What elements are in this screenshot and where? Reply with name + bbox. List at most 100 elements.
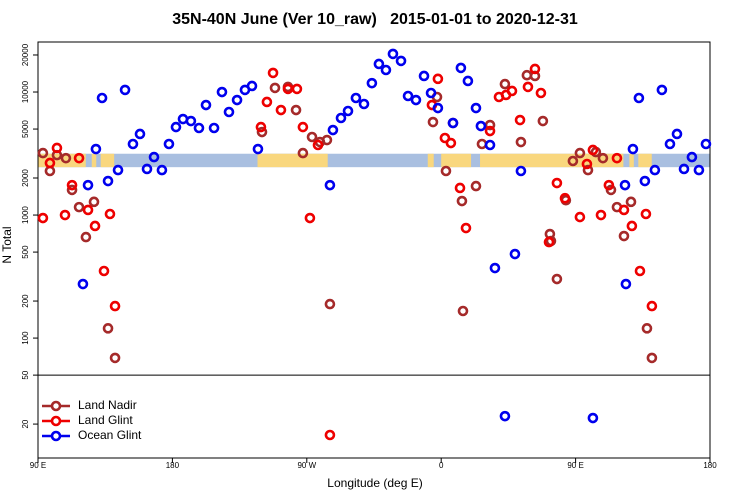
point — [455, 62, 467, 74]
point — [119, 84, 131, 96]
point — [387, 48, 399, 60]
point — [597, 152, 609, 164]
point — [559, 192, 571, 204]
point — [641, 323, 653, 334]
point — [73, 201, 85, 213]
point — [252, 143, 264, 155]
point — [261, 96, 273, 108]
point — [90, 143, 102, 155]
point — [551, 177, 563, 189]
y-tick-label: 50 — [21, 370, 30, 379]
y-tick-label: 100 — [21, 331, 30, 345]
plot-frame — [37, 41, 711, 459]
point — [656, 84, 668, 96]
point — [535, 87, 547, 99]
point — [358, 98, 370, 110]
point — [574, 211, 586, 223]
point — [291, 83, 303, 95]
point — [44, 157, 56, 169]
point — [60, 152, 72, 164]
point — [514, 114, 526, 126]
point — [290, 104, 302, 116]
point — [256, 126, 268, 138]
point — [275, 104, 287, 116]
point — [321, 134, 333, 146]
point — [89, 220, 101, 232]
point — [185, 115, 197, 127]
point — [678, 163, 690, 175]
point — [267, 67, 279, 79]
point — [700, 138, 712, 150]
point — [627, 143, 639, 155]
point — [537, 115, 549, 127]
point — [551, 273, 563, 285]
legend-swatch-point — [50, 430, 62, 442]
point — [216, 86, 228, 98]
point — [109, 300, 121, 312]
point — [470, 180, 482, 192]
land-band — [480, 153, 624, 168]
point — [297, 147, 309, 159]
point — [104, 208, 116, 220]
point — [73, 152, 85, 164]
point — [297, 121, 309, 133]
point — [475, 120, 487, 132]
point — [529, 63, 541, 75]
point — [432, 73, 444, 85]
x-tick-label: 180 — [703, 461, 717, 470]
x-tick-label: 180 — [166, 461, 180, 470]
legend-label: Land Nadir — [78, 398, 137, 412]
point — [515, 165, 527, 177]
point — [200, 99, 212, 111]
point — [342, 105, 354, 117]
point — [148, 151, 160, 163]
point — [380, 64, 392, 76]
point — [163, 138, 175, 150]
point — [208, 122, 220, 134]
point — [646, 352, 658, 364]
point — [395, 55, 407, 67]
point — [82, 179, 94, 191]
point — [460, 222, 472, 234]
y-tick-label: 500 — [21, 245, 30, 259]
point — [51, 142, 63, 154]
point — [625, 196, 637, 208]
point — [37, 147, 49, 159]
point — [470, 102, 482, 114]
point — [134, 128, 146, 140]
point — [447, 117, 459, 129]
point — [634, 265, 646, 277]
point — [457, 305, 469, 317]
point — [324, 179, 336, 191]
point — [509, 248, 521, 260]
point — [127, 138, 139, 150]
legend-swatch-point — [50, 415, 62, 427]
point — [156, 164, 168, 176]
point — [77, 278, 89, 290]
point — [618, 204, 630, 216]
chart-title: 35N-40N June (Ver 10_raw) 2015-01-01 to … — [172, 11, 578, 28]
land-band — [257, 153, 328, 168]
point — [639, 175, 651, 187]
point — [574, 147, 586, 159]
point — [59, 209, 71, 221]
point — [664, 138, 676, 150]
legend-label: Ocean Glint — [78, 428, 142, 442]
point — [454, 182, 466, 194]
point — [425, 87, 437, 99]
point — [327, 124, 339, 136]
point — [462, 75, 474, 87]
point — [603, 179, 615, 191]
point — [499, 78, 511, 90]
y-tick-label: 20 — [21, 419, 30, 428]
point — [350, 92, 362, 104]
point — [373, 58, 385, 70]
x-tick-label: 90 W — [297, 461, 316, 470]
point — [231, 94, 243, 106]
x-tick-label: 0 — [439, 461, 444, 470]
x-tick-label: 90 E — [30, 461, 46, 470]
point — [439, 132, 451, 144]
point — [88, 196, 100, 208]
